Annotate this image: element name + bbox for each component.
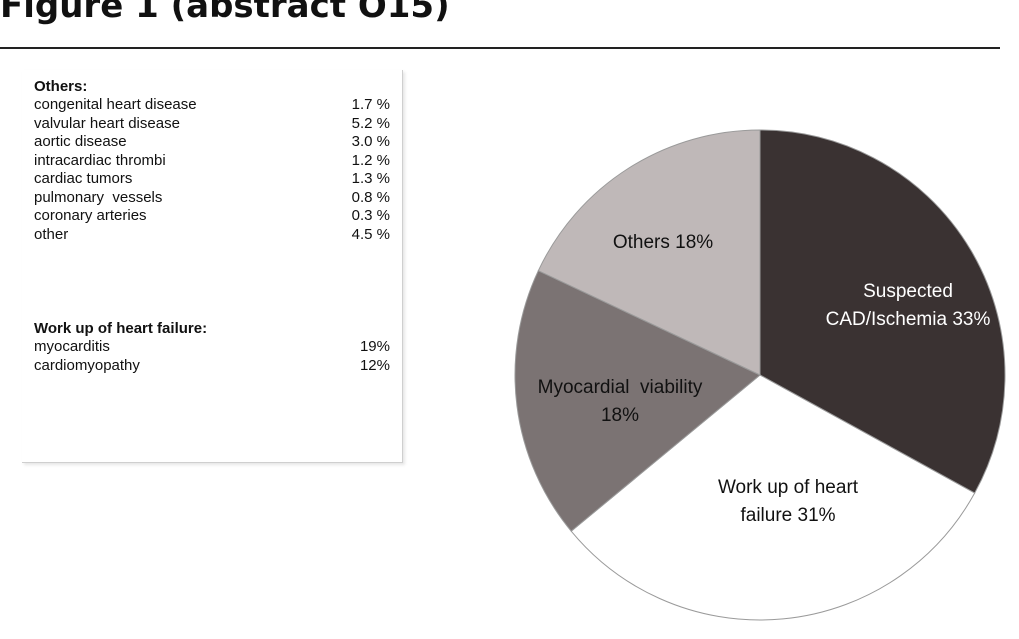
others-breakdown: Others: congenital heart disease 1.7 % v… xyxy=(34,78,390,244)
slice-label-line: failure 31% xyxy=(740,505,835,526)
category-breakdown-box: Others: congenital heart disease 1.7 % v… xyxy=(22,70,403,463)
slice-label-line: Myocardial viability xyxy=(538,377,703,398)
breakdown-row: intracardiac thrombi 1.2 % xyxy=(34,152,390,171)
others-heading: Others: xyxy=(34,78,88,95)
slice-label: Myocardial viability 18% xyxy=(538,377,703,426)
breakdown-row: other 4.5 % xyxy=(34,226,390,245)
row-value: 4.5 % xyxy=(351,225,390,243)
row-label: coronary arteries xyxy=(34,207,147,224)
slice-label: Suspected CAD/Ischemia 33% xyxy=(826,281,991,330)
row-label: cardiac tumors xyxy=(34,170,133,187)
row-value: 5.2 % xyxy=(351,114,390,132)
pie-slice xyxy=(759,129,1006,494)
row-label: congenital heart disease xyxy=(34,96,197,113)
row-value: 1.2 % xyxy=(351,151,390,169)
row-label: pulmonary vessels xyxy=(34,188,163,206)
row-label: other xyxy=(34,225,69,243)
pie-slice xyxy=(537,129,761,376)
row-value: 0.3 % xyxy=(351,207,390,224)
breakdown-row: cardiomyopathy 12% xyxy=(34,357,390,376)
heart-failure-breakdown: Work up of heart failure: myocarditis 19… xyxy=(34,320,390,375)
breakdown-row: congenital heart disease 1.7 % xyxy=(34,96,390,115)
breakdown-row: cardiac tumors 1.3 % xyxy=(34,170,390,189)
row-value: 19% xyxy=(359,338,390,355)
figure-title: Figure 1 (abstract O15) xyxy=(0,0,450,26)
row-value: 0.8 % xyxy=(351,188,390,206)
breakdown-row: myocarditis 19% xyxy=(34,338,390,357)
title-divider xyxy=(0,47,1000,49)
pie-slice xyxy=(514,270,761,532)
row-value: 12% xyxy=(359,356,390,374)
row-value: 3.0 % xyxy=(351,133,390,150)
slice-label-line: Suspected xyxy=(863,281,953,302)
row-value: 1.3 % xyxy=(351,170,390,187)
row-label: aortic disease xyxy=(34,133,127,150)
slice-label-line: Work up of heart xyxy=(718,477,859,498)
indications-pie-chart: Suspected CAD/Ischemia 33% Work up of hear… xyxy=(514,129,1006,621)
heart-failure-heading: Work up of heart failure: xyxy=(34,320,208,337)
row-label: myocarditis xyxy=(34,338,110,355)
breakdown-row: valvular heart disease 5.2 % xyxy=(34,115,390,134)
row-label: cardiomyopathy xyxy=(34,356,140,374)
row-label: valvular heart disease xyxy=(34,114,180,132)
pie-slice xyxy=(570,374,976,621)
slice-label: Work up of heart failure 31% xyxy=(718,477,859,526)
row-label: intracardiac thrombi xyxy=(34,151,166,169)
breakdown-row: coronary arteries 0.3 % xyxy=(34,207,390,226)
slice-label: Others 18% xyxy=(613,232,713,253)
row-value: 1.7 % xyxy=(351,96,390,113)
slice-label-line: Others 18% xyxy=(613,232,713,253)
slice-label-line: 18% xyxy=(601,405,639,426)
breakdown-row: aortic disease 3.0 % xyxy=(34,133,390,152)
slice-label-line: CAD/Ischemia 33% xyxy=(826,309,991,330)
breakdown-row: pulmonary vessels 0.8 % xyxy=(34,189,390,208)
